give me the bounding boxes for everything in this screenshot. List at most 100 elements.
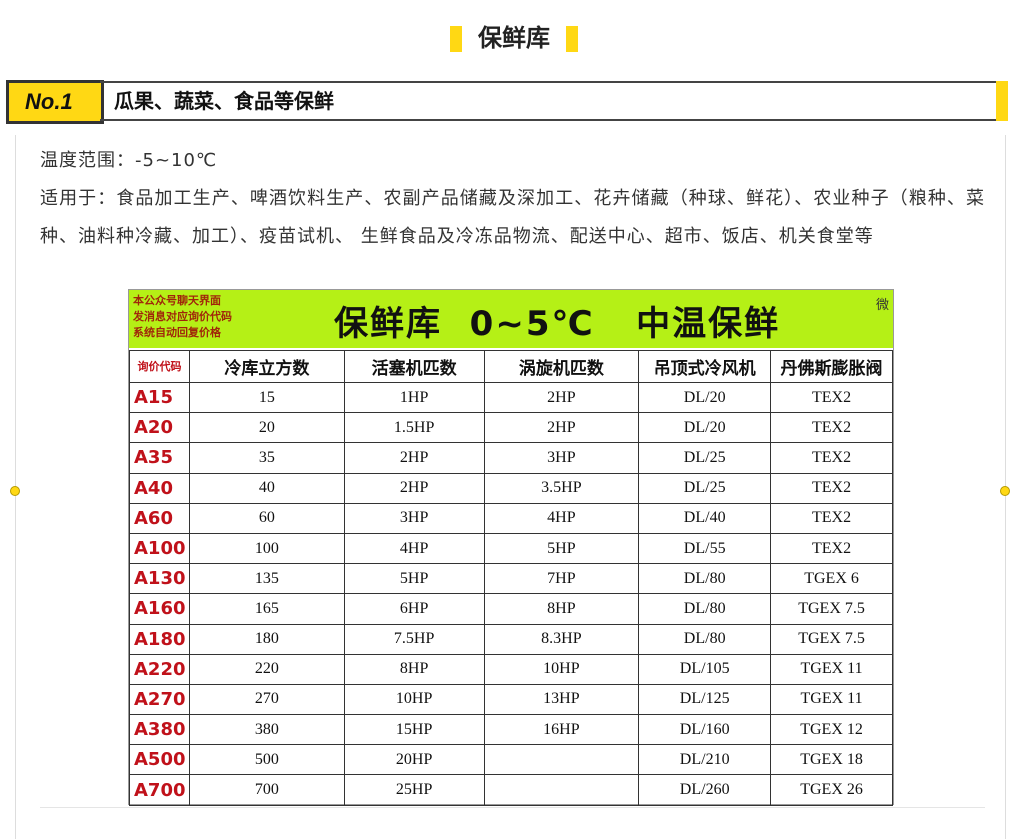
table-cell: 20 — [188, 412, 345, 444]
table-cell: TGEX 11 — [770, 653, 893, 685]
table-cell: TEX2 — [770, 472, 893, 504]
note-line: 发消息对应询价代码 — [133, 310, 232, 323]
table-cell: 2HP — [483, 381, 640, 414]
banner-corner: 微 — [875, 298, 889, 313]
table-row: A15 15 1HP 2HP DL/20 TEX2 — [129, 381, 893, 414]
table-cell: 2HP — [483, 412, 640, 444]
title-text: 保鲜库 — [478, 24, 550, 52]
table-cell: DL/20 — [638, 412, 772, 444]
table-cell: DL/25 — [638, 472, 772, 504]
section-badge: No.1 — [6, 80, 104, 124]
table-cell: 135 — [188, 563, 345, 595]
price-table-image: 本公众号聊天界面 发消息对应询价代码 系统自动回复价格 保鲜库 0~5℃ 中温保… — [128, 289, 894, 806]
table-cell: 700 — [188, 774, 345, 806]
inquiry-code: A60 — [129, 502, 190, 534]
section-heading: 瓜果、蔬菜、食品等保鲜 — [100, 81, 1006, 121]
table-cell: 5HP — [343, 563, 485, 595]
table-cell: 4HP — [483, 502, 640, 534]
table-cell: 5HP — [483, 532, 640, 565]
table-cell: 1HP — [343, 381, 485, 414]
inquiry-code: A500 — [129, 744, 190, 776]
table-cell: 3.5HP — [483, 472, 640, 504]
heading-accent — [996, 81, 1008, 121]
column-header: 活塞机匹数 — [343, 350, 485, 383]
table-cell: DL/80 — [638, 623, 772, 655]
inquiry-code: A700 — [129, 774, 190, 806]
table-cell: 165 — [188, 593, 345, 625]
inquiry-code: A20 — [129, 412, 190, 444]
table-cell: TGEX 6 — [770, 563, 893, 595]
table-cell: DL/105 — [638, 653, 772, 685]
table-cell: TEX2 — [770, 412, 893, 444]
table-cell — [483, 744, 640, 776]
table-cell: TEX2 — [770, 532, 893, 565]
table-cell: 2HP — [343, 472, 485, 504]
table-row: A20 20 1.5HP 2HP DL/20 TEX2 — [129, 412, 893, 444]
table-cell: 220 — [188, 653, 345, 685]
table-cell: 60 — [188, 502, 345, 534]
spec-table: 询价代码 冷库立方数 活塞机匹数 涡旋机匹数 吊顶式冷风机 丹佛斯膨胀阀 A15 15 1HP… — [129, 350, 893, 806]
inquiry-code: A35 — [129, 442, 190, 474]
table-cell: DL/25 — [638, 442, 772, 474]
banner: 本公众号聊天界面 发消息对应询价代码 系统自动回复价格 保鲜库 0~5℃ 中温保… — [129, 290, 893, 348]
table-cell: 40 — [188, 472, 345, 504]
table-cell: DL/210 — [638, 744, 772, 776]
table-cell: 8.3HP — [483, 623, 640, 655]
table-cell: 3HP — [343, 502, 485, 534]
table-cell: TGEX 7.5 — [770, 623, 893, 655]
table-row: A380 380 15HP 16HP DL/160 TGEX 12 — [129, 714, 893, 746]
page-title: 保鲜库 — [0, 18, 1028, 53]
table-cell: 6HP — [343, 593, 485, 625]
table-cell: 8HP — [483, 593, 640, 625]
table-cell: 100 — [188, 532, 345, 565]
table-cell: 4HP — [343, 532, 485, 565]
table-row: A40 40 2HP 3.5HP DL/25 TEX2 — [129, 472, 893, 504]
table-cell: 15 — [188, 381, 345, 414]
table-row: A270 270 10HP 13HP DL/125 TGEX 11 — [129, 683, 893, 716]
table-cell: 15HP — [343, 714, 485, 746]
table-row: A160 165 6HP 8HP DL/80 TGEX 7.5 — [129, 593, 893, 625]
table-cell: 20HP — [343, 744, 485, 776]
banner-note: 本公众号聊天界面 发消息对应询价代码 系统自动回复价格 — [133, 293, 232, 341]
inquiry-code: A220 — [129, 653, 190, 685]
table-cell: 16HP — [483, 714, 640, 746]
table-cell: 8HP — [343, 653, 485, 685]
table-cell: DL/125 — [638, 683, 772, 716]
table-cell: TGEX 26 — [770, 774, 893, 806]
table-cell: 13HP — [483, 683, 640, 716]
right-dot — [1000, 486, 1010, 496]
column-header: 冷库立方数 — [188, 350, 345, 383]
column-header: 吊顶式冷风机 — [638, 350, 772, 383]
table-cell: TGEX 12 — [770, 714, 893, 746]
inquiry-code: A130 — [129, 563, 190, 595]
table-cell: TGEX 7.5 — [770, 593, 893, 625]
table-cell: DL/55 — [638, 532, 772, 565]
inquiry-code: A270 — [129, 683, 190, 716]
table-cell: 35 — [188, 442, 345, 474]
column-header: 询价代码 — [129, 350, 190, 383]
table-row: A100 100 4HP 5HP DL/55 TEX2 — [129, 532, 893, 565]
table-cell: TGEX 18 — [770, 744, 893, 776]
table-cell: 180 — [188, 623, 345, 655]
divider — [40, 807, 985, 808]
note-line: 系统自动回复价格 — [133, 326, 221, 339]
table-row: A35 35 2HP 3HP DL/25 TEX2 — [129, 442, 893, 474]
table-cell: 10HP — [343, 683, 485, 716]
table-cell: 3HP — [483, 442, 640, 474]
inquiry-code: A160 — [129, 593, 190, 625]
inquiry-code: A15 — [129, 381, 190, 414]
table-cell: 25HP — [343, 774, 485, 806]
table-row: A180 180 7.5HP 8.3HP DL/80 TGEX 7.5 — [129, 623, 893, 655]
table-cell: 1.5HP — [343, 412, 485, 444]
table-cell: DL/260 — [638, 774, 772, 806]
table-cell: TEX2 — [770, 442, 893, 474]
table-row: A700 700 25HP DL/260 TGEX 26 — [129, 774, 893, 806]
table-cell: 2HP — [343, 442, 485, 474]
table-cell — [483, 774, 640, 806]
applies-text: 适用于：食品加工生产、啤酒饮料生产、农副产品储藏及深加工、花卉储藏（种球、鲜花）… — [40, 188, 985, 247]
table-cell: DL/80 — [638, 563, 772, 595]
table-cell: 380 — [188, 714, 345, 746]
inquiry-code: A100 — [129, 532, 190, 565]
left-dot — [10, 486, 20, 496]
temp-range: 温度范围：-5~10℃ — [40, 150, 218, 171]
